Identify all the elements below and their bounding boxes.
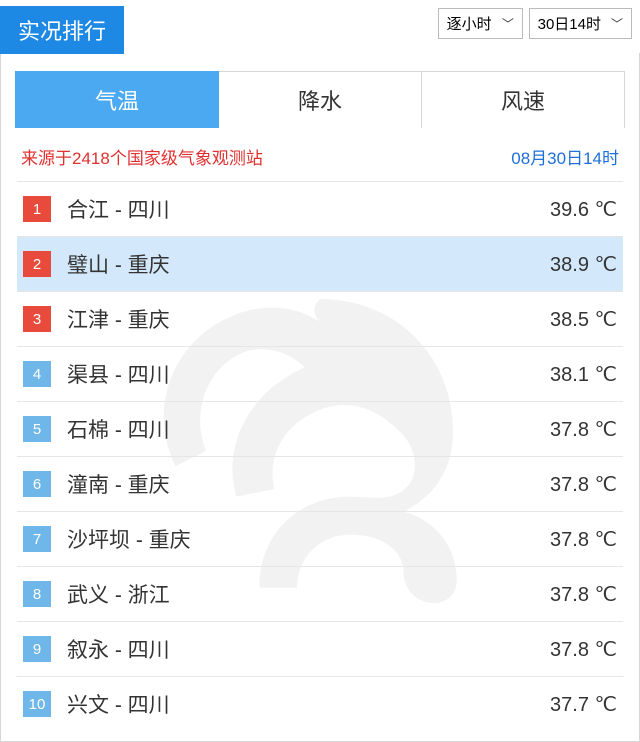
time-select[interactable]: 30日14时 〉 bbox=[529, 8, 632, 39]
value-label: 37.8 ℃ bbox=[550, 417, 617, 442]
location-label: 江津 - 重庆 bbox=[67, 304, 550, 334]
rank-badge: 2 bbox=[23, 251, 51, 277]
ranking-row[interactable]: 9 叙永 - 四川37.8 ℃ bbox=[17, 621, 623, 676]
location-label: 璧山 - 重庆 bbox=[67, 249, 550, 279]
rank-badge: 7 bbox=[23, 526, 51, 552]
chevron-down-icon: 〉 bbox=[499, 17, 516, 29]
location-label: 叙永 - 四川 bbox=[67, 634, 550, 664]
tab-precipitation[interactable]: 降水 bbox=[219, 71, 422, 128]
panel-title: 实况排行 bbox=[0, 6, 124, 54]
location-label: 石棉 - 四川 bbox=[67, 414, 550, 444]
source-row: 来源于2418个国家级气象观测站 08月30日14时 bbox=[1, 128, 639, 181]
tabs-row: 气温 降水 风速 bbox=[1, 53, 639, 128]
tab-wind[interactable]: 风速 bbox=[422, 71, 625, 128]
interval-select[interactable]: 逐小时 〉 bbox=[438, 8, 523, 39]
rank-badge: 9 bbox=[23, 636, 51, 662]
chevron-down-icon: 〉 bbox=[608, 17, 625, 29]
tab-temperature[interactable]: 气温 bbox=[15, 71, 219, 128]
value-label: 38.1 ℃ bbox=[550, 362, 617, 387]
ranking-row[interactable]: 6 潼南 - 重庆37.8 ℃ bbox=[17, 456, 623, 511]
location-label: 沙坪坝 - 重庆 bbox=[67, 524, 550, 554]
value-label: 37.8 ℃ bbox=[550, 472, 617, 497]
header-row: 实况排行 逐小时 〉 30日14时 〉 bbox=[0, 0, 640, 54]
rank-badge: 6 bbox=[23, 471, 51, 497]
location-label: 渠县 - 四川 bbox=[67, 359, 550, 389]
select-group: 逐小时 〉 30日14时 〉 bbox=[438, 8, 632, 39]
value-label: 37.8 ℃ bbox=[550, 527, 617, 552]
value-label: 38.9 ℃ bbox=[550, 252, 617, 277]
source-text: 来源于2418个国家级气象观测站 bbox=[21, 144, 263, 169]
ranking-row[interactable]: 3 江津 - 重庆38.5 ℃ bbox=[17, 291, 623, 346]
ranking-row[interactable]: 2 璧山 - 重庆38.9 ℃ bbox=[17, 236, 623, 291]
value-label: 37.7 ℃ bbox=[550, 692, 617, 717]
ranking-list: 1 合江 - 四川39.6 ℃ 2 璧山 - 重庆38.9 ℃ 3 江津 - 重庆38.5… bbox=[1, 181, 639, 741]
location-label: 潼南 - 重庆 bbox=[67, 469, 550, 499]
value-label: 37.8 ℃ bbox=[550, 637, 617, 662]
rank-badge: 10 bbox=[23, 691, 51, 717]
main-panel: 气温 降水 风速 来源于2418个国家级气象观测站 08月30日14时 1 合江 … bbox=[0, 53, 640, 742]
time-select-label: 30日14时 bbox=[538, 13, 601, 34]
value-label: 39.6 ℃ bbox=[550, 197, 617, 222]
interval-select-label: 逐小时 bbox=[447, 13, 492, 34]
rank-badge: 5 bbox=[23, 416, 51, 442]
location-label: 合江 - 四川 bbox=[67, 194, 550, 224]
ranking-row[interactable]: 10 兴文 - 四川37.7 ℃ bbox=[17, 676, 623, 731]
rank-badge: 1 bbox=[23, 196, 51, 222]
rank-badge: 3 bbox=[23, 306, 51, 332]
ranking-row[interactable]: 5 石棉 - 四川37.8 ℃ bbox=[17, 401, 623, 456]
rank-badge: 4 bbox=[23, 361, 51, 387]
ranking-panel: 实况排行 逐小时 〉 30日14时 〉 气温 降水 风速 来源于2418个国家级… bbox=[0, 0, 640, 742]
rank-badge: 8 bbox=[23, 581, 51, 607]
ranking-row[interactable]: 7 沙坪坝 - 重庆37.8 ℃ bbox=[17, 511, 623, 566]
ranking-row[interactable]: 8 武义 - 浙江37.8 ℃ bbox=[17, 566, 623, 621]
location-label: 兴文 - 四川 bbox=[67, 689, 550, 719]
value-label: 37.8 ℃ bbox=[550, 582, 617, 607]
location-label: 武义 - 浙江 bbox=[67, 579, 550, 609]
ranking-row[interactable]: 1 合江 - 四川39.6 ℃ bbox=[17, 181, 623, 236]
value-label: 38.5 ℃ bbox=[550, 307, 617, 332]
timestamp: 08月30日14时 bbox=[511, 144, 619, 169]
ranking-row[interactable]: 4 渠县 - 四川38.1 ℃ bbox=[17, 346, 623, 401]
